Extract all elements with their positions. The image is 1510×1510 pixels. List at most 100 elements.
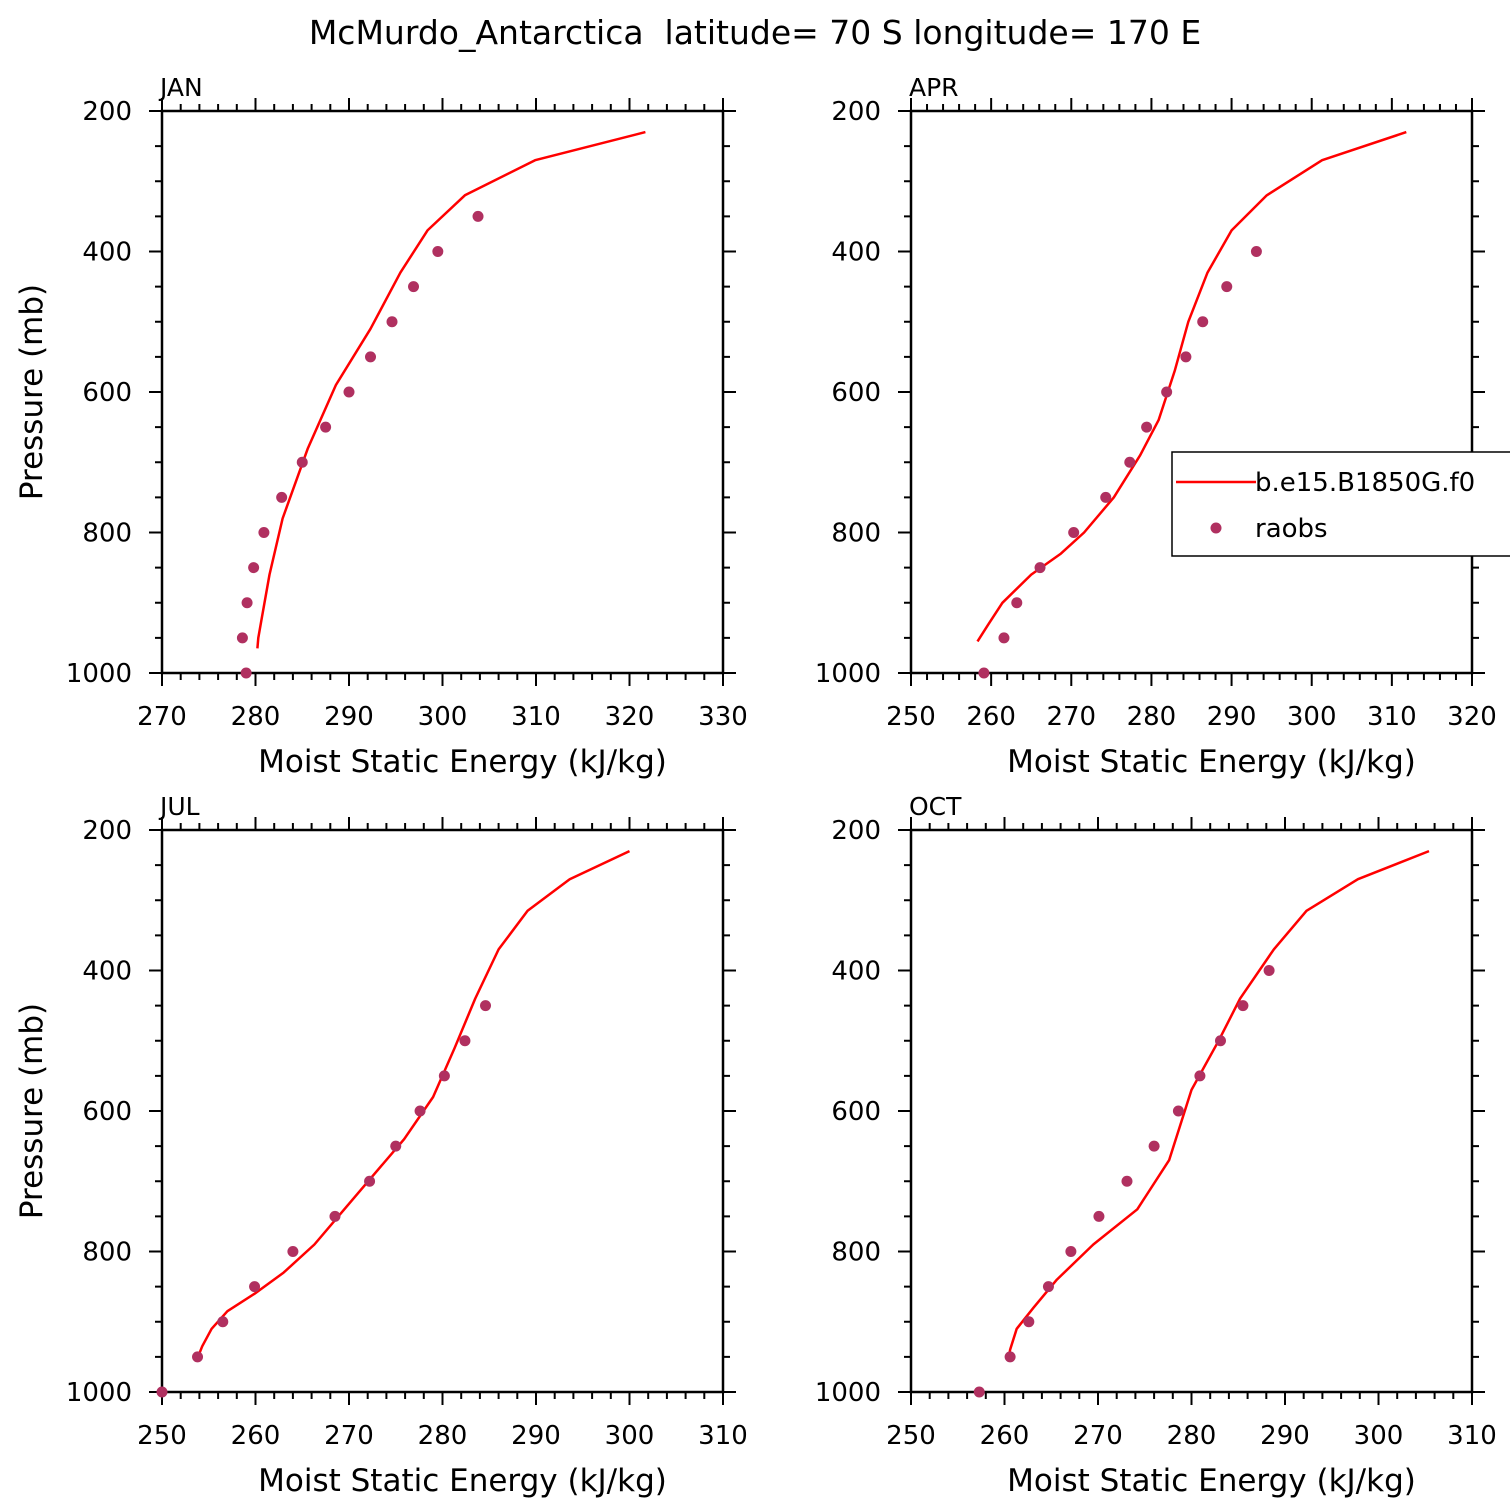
plot-frame — [909, 828, 1474, 1394]
model-series-line — [1006, 849, 1430, 1361]
raobs-point — [459, 1035, 471, 1047]
x-tick-label: 250 — [886, 1421, 936, 1451]
x-tick-label: 300 — [605, 1421, 655, 1451]
x-axis-label: Moist Static Energy (kJ/kg) — [258, 1463, 667, 1499]
panel-oct: OCT 250 260 270 280 290 300 310 200 400 600 800 1000… — [815, 792, 1497, 1499]
raobs-point — [320, 421, 332, 433]
x-tick-label: 310 — [511, 702, 561, 732]
raobs-point — [1180, 351, 1192, 363]
legend-dot-marker — [1210, 522, 1222, 534]
raobs-point — [276, 491, 288, 503]
x-tick-label: 260 — [980, 1421, 1030, 1451]
x-axis-label: Moist Static Energy (kJ/kg) — [1007, 744, 1416, 780]
x-tick-label: 290 — [511, 1421, 561, 1451]
x-tick-label: 270 — [324, 1421, 374, 1451]
raobs-point — [1124, 456, 1136, 468]
x-tick-label: 270 — [1046, 702, 1096, 732]
y-tick-label: 600 — [82, 1097, 132, 1127]
y-tick-label: 800 — [831, 1238, 881, 1268]
panels: JAN 270 280 290 300 310 320 330 200 400 600 800 1000… — [14, 73, 1510, 1499]
raobs-point — [978, 667, 990, 679]
raobs-point — [343, 386, 355, 398]
raobs-point — [1121, 1175, 1133, 1187]
raobs-point — [998, 632, 1010, 644]
x-tick-label: 280 — [418, 1421, 468, 1451]
x-tick-label: 320 — [605, 702, 655, 732]
x-tick-label: 280 — [231, 702, 281, 732]
raobs-point — [1148, 1140, 1160, 1152]
y-tick-label: 400 — [82, 238, 132, 268]
plot-frame — [160, 109, 725, 675]
raobs-point — [973, 1386, 985, 1398]
x-tick-label: 330 — [698, 702, 748, 732]
panel-title: JUL — [158, 792, 200, 821]
x-tick-label: 290 — [324, 702, 374, 732]
raobs-point — [296, 456, 308, 468]
raobs-point — [1100, 491, 1112, 503]
y-tick-label: 800 — [831, 519, 881, 549]
raobs-point — [438, 1070, 450, 1082]
figure-title: McMurdo_Antarctica latitude= 70 S longit… — [309, 13, 1201, 52]
raobs-point — [1034, 562, 1046, 574]
x-tick-label: 280 — [1167, 1421, 1217, 1451]
model-series-line — [195, 849, 631, 1361]
y-tick-label: 400 — [831, 238, 881, 268]
x-tick-label: 290 — [1207, 702, 1257, 732]
y-tick-label: 1000 — [815, 659, 881, 689]
raobs-point — [480, 1000, 492, 1012]
y-tick-label: 200 — [831, 816, 881, 846]
x-tick-label: 260 — [231, 1421, 281, 1451]
x-tick-label: 300 — [1287, 702, 1337, 732]
raobs-point — [1068, 527, 1080, 538]
raobs-point — [1194, 1070, 1206, 1082]
x-tick-label: 250 — [137, 1421, 187, 1451]
model-series-line — [976, 130, 1407, 643]
raobs-point — [1065, 1246, 1077, 1257]
plot-frame — [160, 828, 725, 1394]
y-tick-label: 200 — [82, 97, 132, 127]
y-tick-label: 200 — [831, 97, 881, 127]
raobs-point — [1161, 386, 1173, 398]
panel-title: JAN — [158, 73, 203, 102]
raobs-point — [414, 1105, 426, 1117]
legend-box — [1171, 451, 1510, 557]
y-tick-label: 400 — [831, 957, 881, 987]
x-tick-label: 320 — [1447, 702, 1497, 732]
raobs-point — [1250, 246, 1262, 257]
y-tick-label: 1000 — [66, 1378, 132, 1408]
raobs-point — [1004, 1351, 1016, 1363]
y-tick-label: 1000 — [66, 659, 132, 689]
raobs-point — [156, 1386, 168, 1398]
y-tick-label: 1000 — [815, 1378, 881, 1408]
raobs-point — [1263, 965, 1275, 976]
x-tick-label: 300 — [1354, 1421, 1404, 1451]
legend-model-label: b.e15.B1850G.f0 — [1255, 468, 1475, 498]
raobs-point — [386, 316, 398, 328]
panel-apr: APR 250 260 270 280 290 300 310 320 200 400 600 800 1… — [815, 73, 1497, 780]
legend: b.e15.B1850G.f0 raobs — [1171, 451, 1510, 557]
panel-title: OCT — [909, 792, 962, 821]
raobs-point — [1221, 281, 1233, 293]
y-tick-label: 800 — [82, 519, 132, 549]
panel-title: APR — [909, 73, 959, 102]
y-tick-label: 600 — [831, 1097, 881, 1127]
x-tick-label: 280 — [1127, 702, 1177, 732]
raobs-point — [249, 1281, 261, 1293]
y-tick-label: 800 — [82, 1238, 132, 1268]
raobs-point — [1172, 1105, 1184, 1117]
raobs-point — [1093, 1210, 1105, 1222]
raobs-point — [329, 1210, 341, 1222]
y-tick-label: 600 — [831, 378, 881, 408]
y-tick-label: 200 — [82, 816, 132, 846]
raobs-point — [364, 1175, 376, 1187]
x-tick-label: 310 — [1447, 1421, 1497, 1451]
y-axis-label: Pressure (mb) — [14, 284, 50, 500]
plot-frame — [909, 109, 1474, 675]
legend-obs-label: raobs — [1255, 514, 1328, 544]
panel-jan: JAN 270 280 290 300 310 320 330 200 400 600 800 1000… — [14, 73, 748, 780]
x-axis-label: Moist Static Energy (kJ/kg) — [258, 744, 667, 780]
raobs-point — [1197, 316, 1209, 328]
raobs-point — [1237, 1000, 1249, 1012]
raobs-point — [472, 210, 484, 222]
